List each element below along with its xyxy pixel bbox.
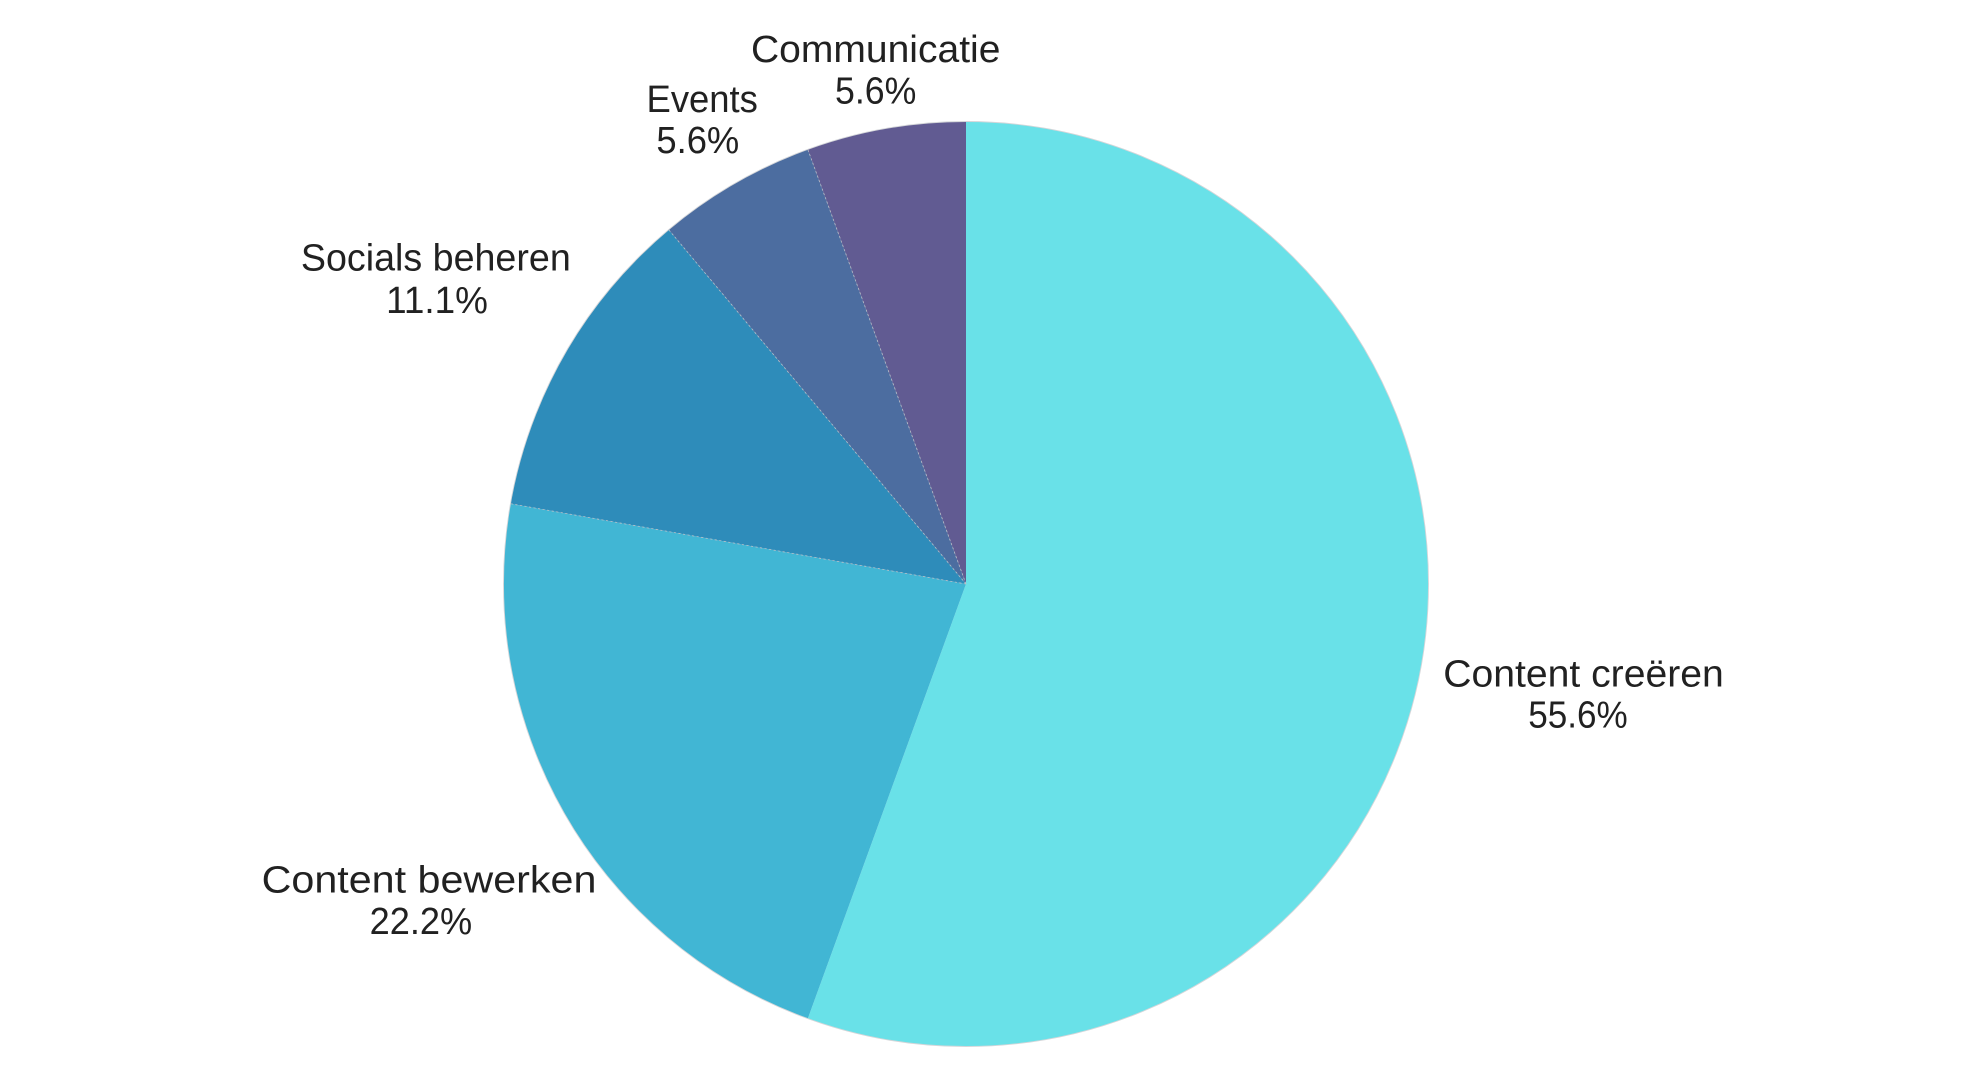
svg-text:55.6%: 55.6% bbox=[1528, 693, 1627, 736]
svg-text:5.6%: 5.6% bbox=[656, 118, 739, 161]
svg-text:Communicatie: Communicatie bbox=[751, 28, 1000, 70]
svg-text:Content creëren: Content creëren bbox=[1443, 653, 1724, 695]
svg-text:Content bewerken: Content bewerken bbox=[262, 859, 597, 901]
svg-text:Events: Events bbox=[647, 77, 758, 120]
svg-text:Socials beheren: Socials beheren bbox=[301, 237, 571, 279]
svg-text:11.1%: 11.1% bbox=[386, 278, 488, 321]
svg-text:22.2%: 22.2% bbox=[370, 899, 473, 942]
svg-text:5.6%: 5.6% bbox=[835, 69, 916, 111]
